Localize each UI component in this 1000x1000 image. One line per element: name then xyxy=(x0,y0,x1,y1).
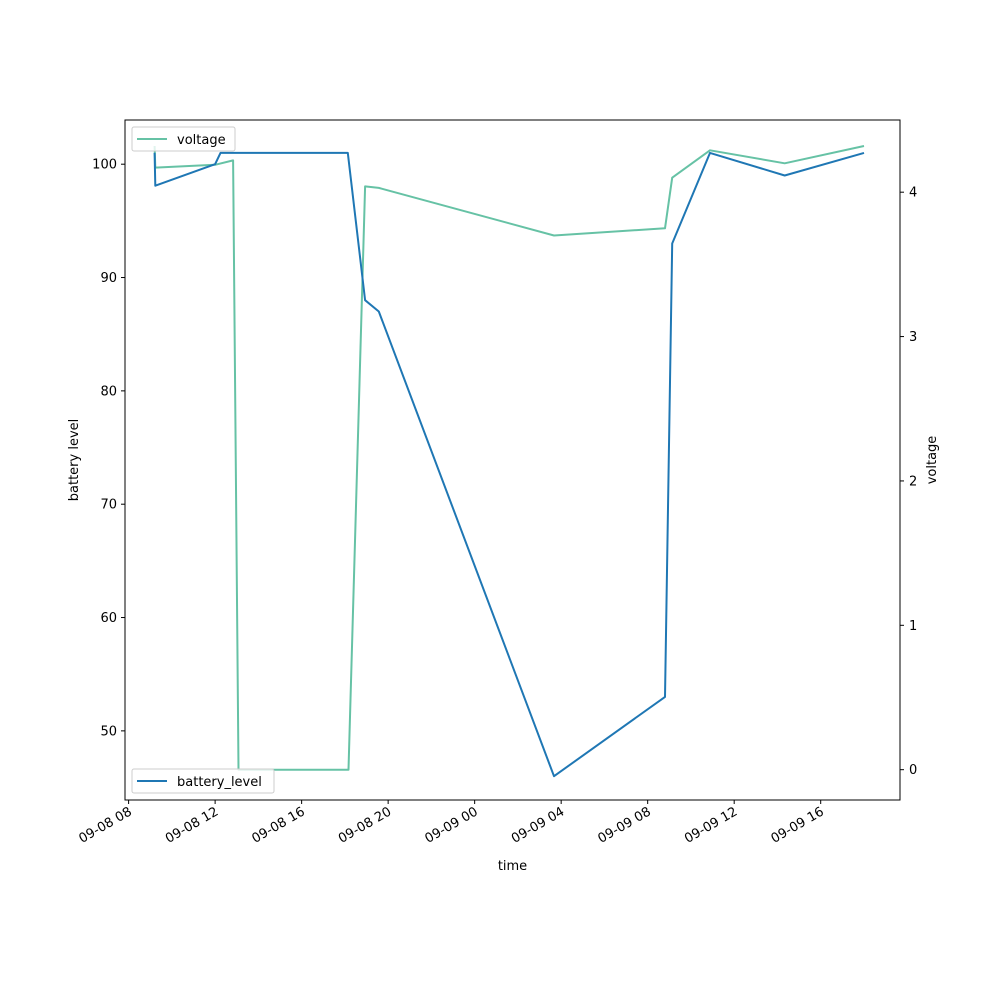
x-tick-label: 09-09 04 xyxy=(509,804,567,846)
legend-battery-level: battery_level xyxy=(131,768,275,794)
x-axis-label: time xyxy=(498,859,527,874)
x-tick-label: 09-08 16 xyxy=(250,804,308,846)
y-right-tick-label: 4 xyxy=(909,186,917,201)
y-right-tick-label: 0 xyxy=(909,763,917,778)
x-tick-label: 09-09 00 xyxy=(423,804,481,846)
x-tick-label: 09-09 12 xyxy=(682,804,740,846)
y-axis-right: 0 1 2 3 4 xyxy=(900,186,917,778)
y-left-tick-label: 100 xyxy=(92,158,117,173)
x-tick-label: 09-08 12 xyxy=(163,804,221,846)
y-right-tick-label: 3 xyxy=(909,330,917,345)
plot-frame xyxy=(124,119,901,801)
y-axis-right-label: voltage xyxy=(925,436,940,485)
x-tick-label: 09-08 20 xyxy=(336,804,394,846)
x-axis: 09-08 08 09-08 12 09-08 16 09-08 20 09-09 00… xyxy=(76,800,827,847)
series-layer xyxy=(153,145,865,778)
legend-voltage-label: voltage xyxy=(177,133,226,148)
y-left-tick-label: 50 xyxy=(100,724,117,739)
series-line-battery-level xyxy=(153,151,865,778)
legend-voltage: voltage xyxy=(131,126,236,152)
legend-battery-level-label: battery_level xyxy=(177,775,262,790)
y-axis-left: 50 60 70 80 90 100 xyxy=(92,158,125,739)
series-line-voltage xyxy=(153,145,865,771)
y-left-tick-label: 90 xyxy=(100,271,117,286)
y-axis-left-label: battery level xyxy=(67,419,82,502)
y-right-tick-label: 2 xyxy=(909,474,917,489)
x-tick-label: 09-09 08 xyxy=(596,804,654,846)
x-tick-label: 09-09 16 xyxy=(769,804,827,846)
y-right-tick-label: 1 xyxy=(909,619,917,634)
y-left-tick-label: 80 xyxy=(100,384,117,399)
x-tick-label: 09-08 08 xyxy=(76,804,134,846)
legend-box xyxy=(131,768,275,794)
y-left-tick-label: 70 xyxy=(100,498,117,513)
y-left-tick-label: 60 xyxy=(100,611,117,626)
legend-box xyxy=(131,126,236,152)
